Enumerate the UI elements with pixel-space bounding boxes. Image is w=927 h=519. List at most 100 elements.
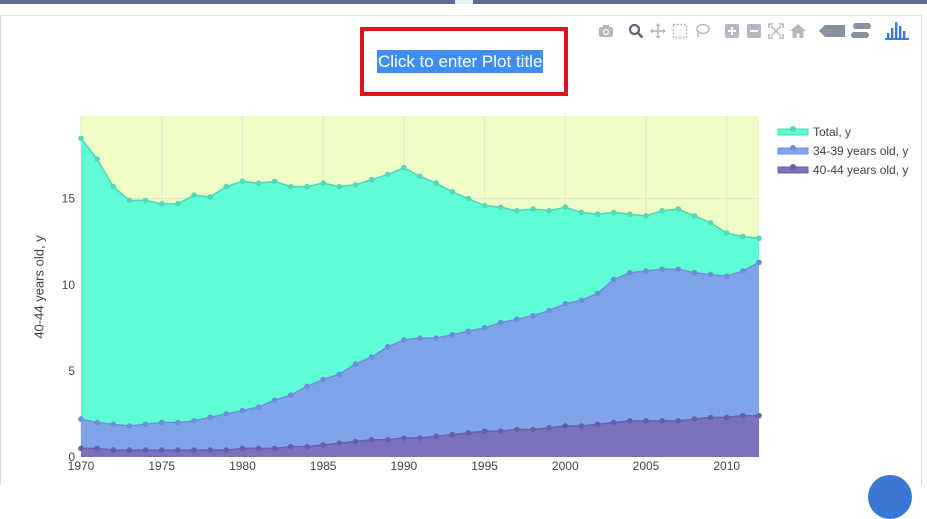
data-point[interactable]	[562, 204, 569, 211]
data-point[interactable]	[304, 183, 310, 190]
data-point[interactable]	[401, 435, 407, 441]
data-point[interactable]	[320, 442, 326, 448]
data-point[interactable]	[691, 269, 698, 276]
legend-item[interactable]: Total, y	[777, 125, 851, 139]
data-point[interactable]	[465, 328, 472, 335]
data-point[interactable]	[481, 428, 488, 434]
data-point[interactable]	[707, 414, 714, 421]
data-point[interactable]	[578, 297, 585, 304]
data-point[interactable]	[94, 419, 100, 426]
data-point[interactable]	[126, 447, 133, 453]
data-point[interactable]	[191, 192, 197, 199]
data-point[interactable]	[594, 421, 601, 428]
top-bar-handle[interactable]	[455, 0, 473, 4]
box-select-icon[interactable]	[669, 20, 691, 42]
data-point[interactable]	[368, 354, 375, 360]
data-point[interactable]	[384, 343, 391, 350]
data-point[interactable]	[207, 414, 213, 421]
data-point[interactable]	[94, 445, 100, 452]
legend[interactable]: Total, y 34-39 years old, y 40-44 years ol…	[777, 125, 908, 177]
data-point[interactable]	[142, 197, 149, 204]
data-point[interactable]	[610, 209, 617, 216]
data-point[interactable]	[239, 407, 246, 414]
data-point[interactable]	[384, 171, 391, 178]
data-point[interactable]	[578, 209, 585, 216]
data-point[interactable]	[223, 447, 230, 453]
data-point[interactable]	[756, 235, 762, 242]
data-point[interactable]	[514, 316, 520, 323]
data-point[interactable]	[675, 206, 682, 212]
data-point[interactable]	[675, 418, 682, 424]
data-point[interactable]	[384, 436, 391, 443]
data-point[interactable]	[239, 445, 246, 452]
data-point[interactable]	[756, 412, 762, 419]
data-point[interactable]	[158, 419, 165, 426]
data-point[interactable]	[78, 445, 84, 452]
data-point[interactable]	[675, 266, 682, 273]
data-point[interactable]	[401, 164, 407, 171]
pan-icon[interactable]	[647, 20, 669, 42]
data-point[interactable]	[465, 195, 472, 202]
data-point[interactable]	[497, 319, 504, 326]
data-point[interactable]	[627, 211, 633, 217]
data-point[interactable]	[659, 207, 665, 214]
data-point[interactable]	[723, 414, 730, 421]
camera-icon[interactable]	[595, 20, 617, 42]
data-point[interactable]	[78, 416, 84, 422]
data-point[interactable]	[368, 176, 375, 183]
y-axis-title[interactable]: 40-44 years old, y	[31, 235, 47, 339]
data-point[interactable]	[449, 431, 456, 438]
data-point[interactable]	[707, 271, 714, 278]
data-point[interactable]	[110, 447, 117, 453]
data-point[interactable]	[304, 383, 310, 390]
data-point[interactable]	[659, 418, 665, 424]
data-point[interactable]	[158, 201, 165, 207]
data-point[interactable]	[594, 290, 601, 297]
data-point[interactable]	[756, 259, 762, 266]
zoom-in-icon[interactable]	[721, 20, 743, 42]
data-point[interactable]	[562, 300, 569, 307]
data-point[interactable]	[643, 418, 649, 424]
data-point[interactable]	[94, 156, 100, 162]
data-point[interactable]	[433, 335, 439, 341]
data-point[interactable]	[481, 325, 488, 331]
data-point[interactable]	[707, 219, 714, 226]
data-point[interactable]	[546, 424, 552, 431]
data-point[interactable]	[288, 392, 294, 398]
data-point[interactable]	[497, 204, 504, 211]
plotly-logo-icon[interactable]	[883, 20, 911, 42]
data-point[interactable]	[627, 269, 633, 276]
data-point[interactable]	[223, 411, 230, 417]
data-point[interactable]	[336, 440, 343, 447]
data-point[interactable]	[514, 207, 520, 214]
data-point[interactable]	[740, 412, 746, 419]
data-point[interactable]	[288, 443, 294, 450]
data-point[interactable]	[417, 435, 423, 441]
data-point[interactable]	[497, 428, 504, 434]
data-point[interactable]	[610, 276, 617, 283]
data-point[interactable]	[546, 307, 552, 314]
data-point[interactable]	[352, 182, 359, 188]
data-point[interactable]	[78, 135, 84, 142]
data-point[interactable]	[691, 213, 698, 219]
data-point[interactable]	[271, 397, 278, 403]
data-point[interactable]	[578, 423, 585, 429]
autoscale-icon[interactable]	[765, 20, 787, 42]
data-point[interactable]	[740, 233, 746, 240]
data-point[interactable]	[142, 447, 149, 453]
floating-action-button[interactable]	[868, 475, 912, 519]
data-point[interactable]	[271, 178, 278, 185]
data-point[interactable]	[336, 371, 343, 378]
data-point[interactable]	[207, 194, 213, 200]
data-point[interactable]	[691, 416, 698, 422]
reset-axes-icon[interactable]	[787, 20, 809, 42]
data-point[interactable]	[352, 438, 359, 445]
data-point[interactable]	[643, 213, 649, 219]
plot-title[interactable]: Click to enter Plot title	[377, 50, 544, 73]
data-point[interactable]	[740, 268, 746, 274]
data-point[interactable]	[449, 331, 456, 338]
data-point[interactable]	[255, 404, 262, 410]
legend-item[interactable]: 34-39 years old, y	[777, 144, 908, 158]
data-point[interactable]	[417, 173, 423, 180]
data-point[interactable]	[368, 436, 375, 443]
